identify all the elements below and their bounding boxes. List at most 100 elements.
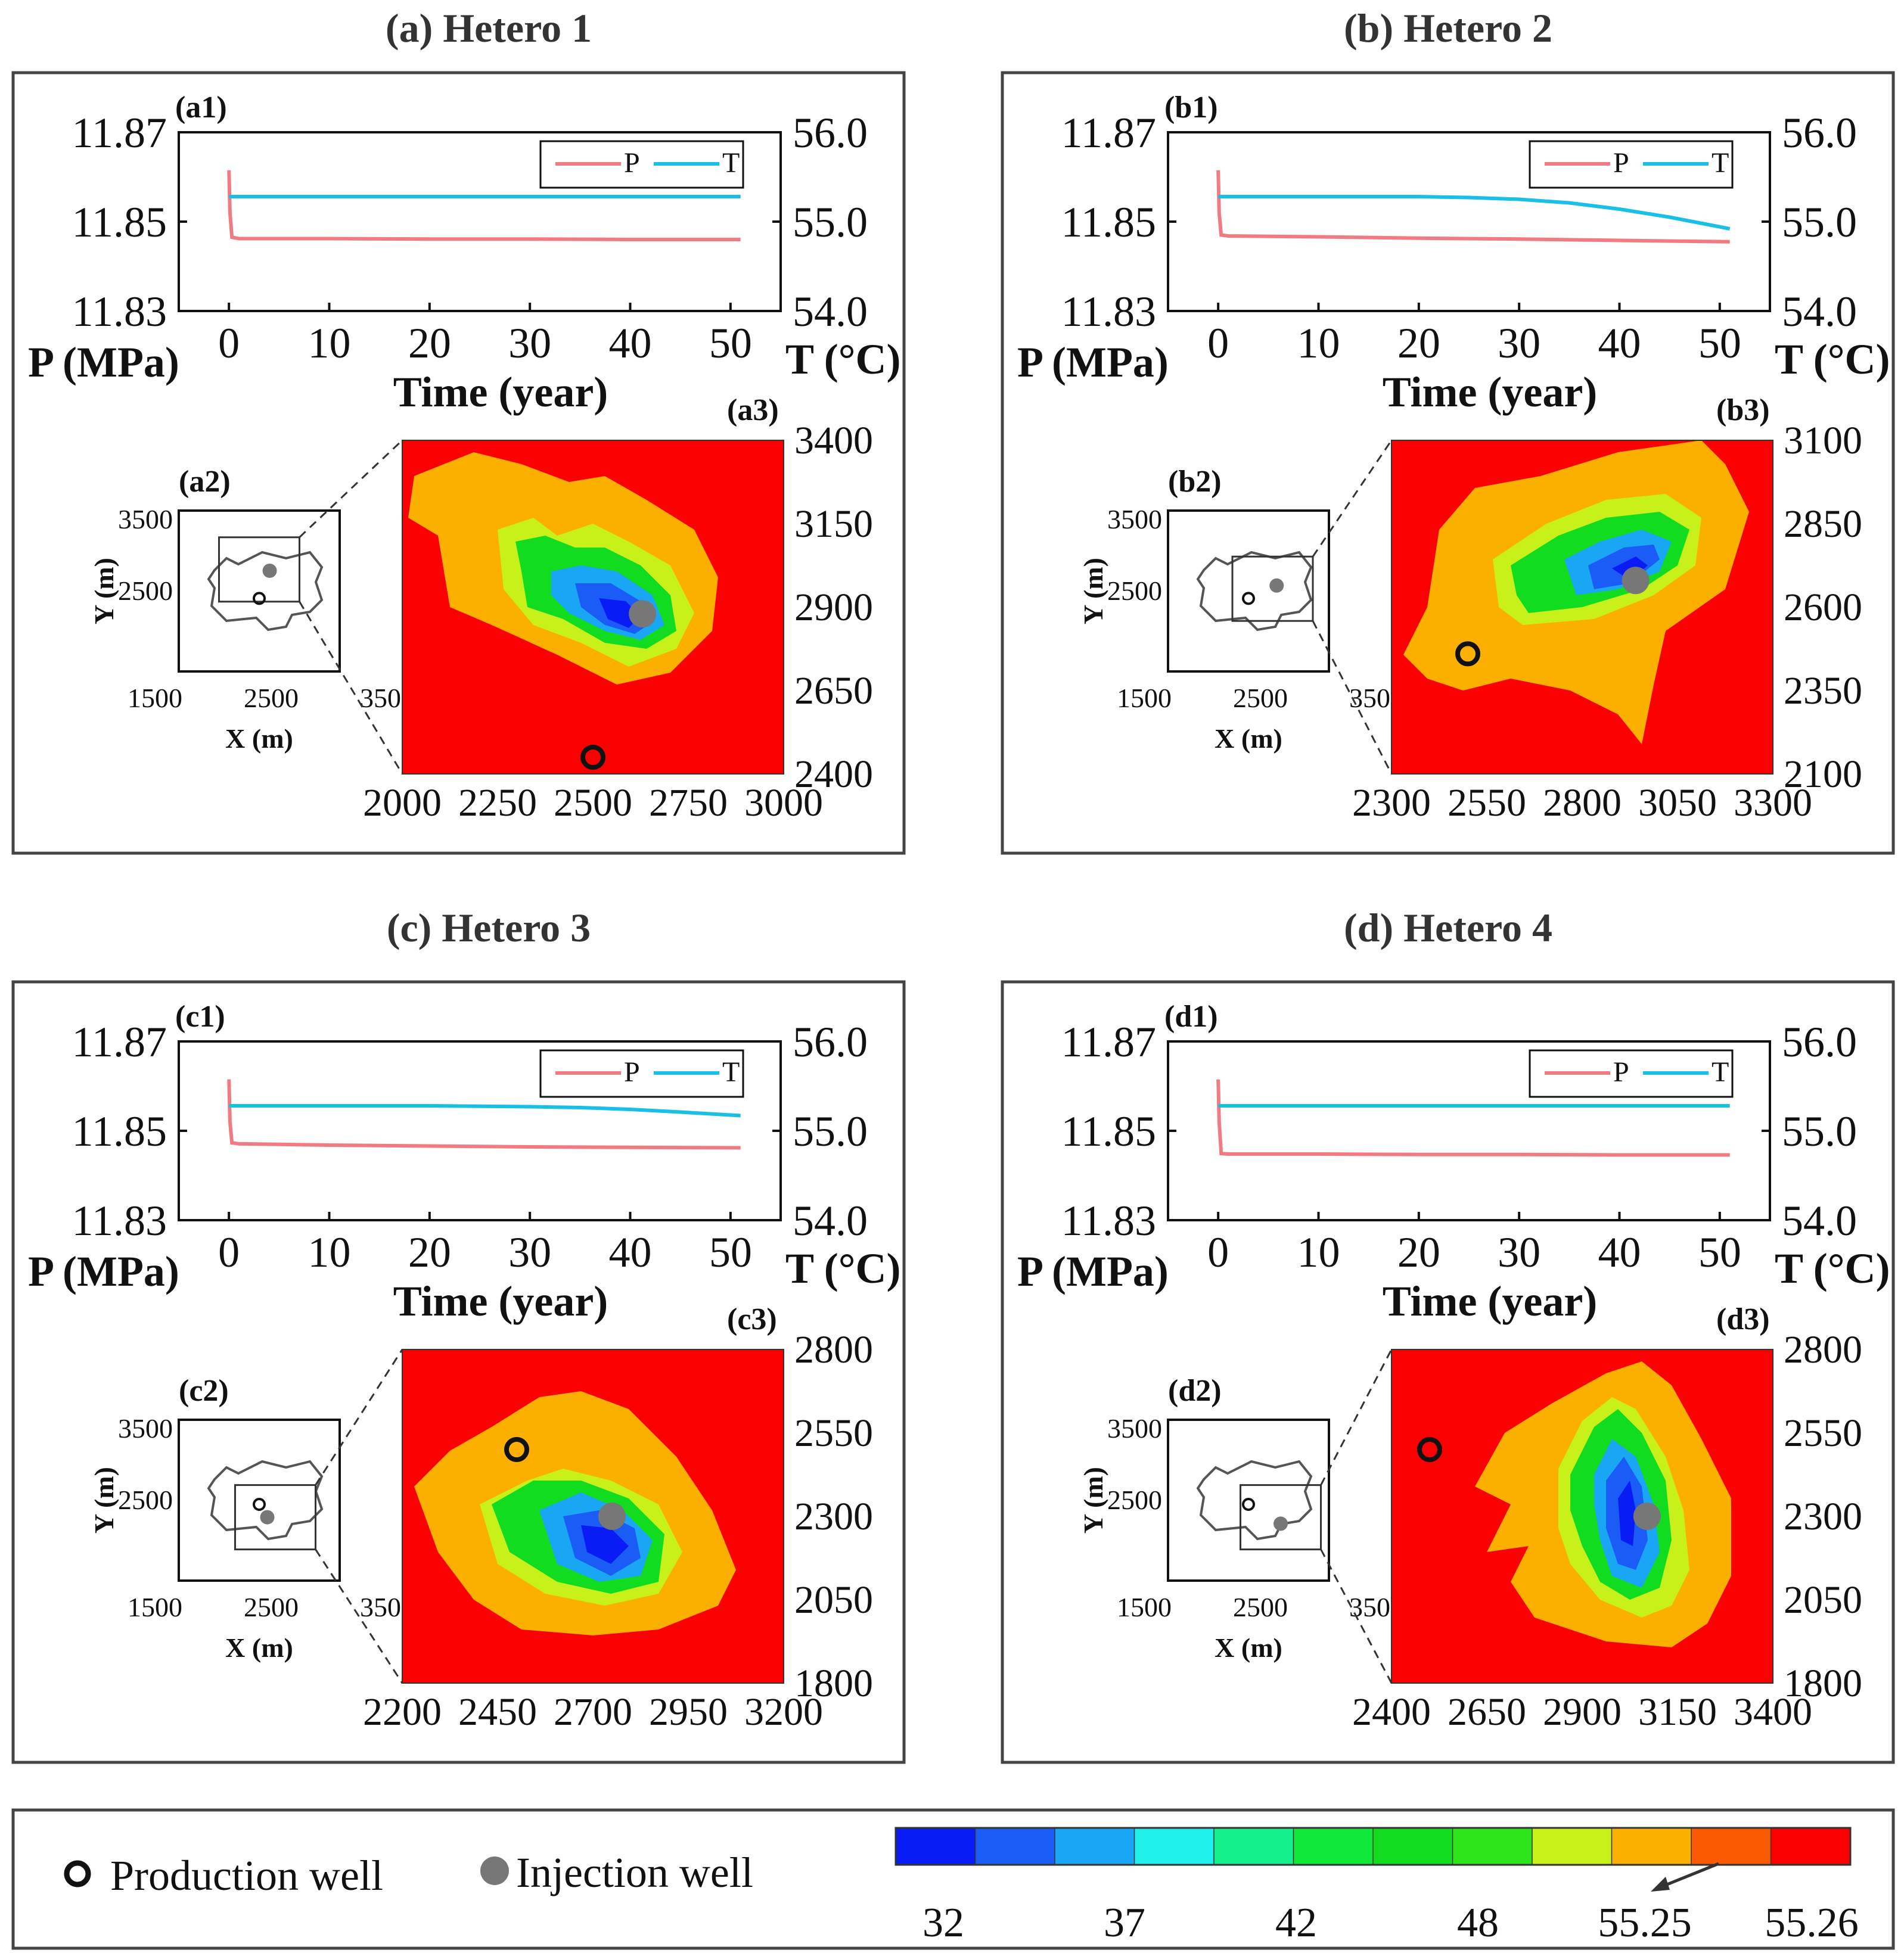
legend-t-label: T bbox=[722, 1056, 740, 1088]
map-production-well bbox=[1417, 1437, 1442, 1462]
inset-y-tick-label: 2500 bbox=[118, 1485, 173, 1515]
colorbar-segment bbox=[974, 1827, 1056, 1865]
map-frame bbox=[402, 1349, 784, 1684]
y-left-tick-label: 11.83 bbox=[72, 288, 167, 335]
inset-x-axis-label: X (m) bbox=[1215, 723, 1282, 754]
inset-production-well bbox=[1242, 592, 1255, 605]
zoom-connector bbox=[1312, 440, 1393, 558]
map-x-tick-label: 2300 bbox=[1352, 781, 1431, 825]
plume-dblue-contour bbox=[1618, 1481, 1636, 1546]
map-y-tick-label: 3400 bbox=[794, 419, 873, 462]
inset-y-axis-label: Y (m) bbox=[89, 1467, 119, 1534]
inset-x-tick-label: 1500 bbox=[1117, 1592, 1172, 1622]
bottom-legend-frame bbox=[11, 1808, 1895, 1950]
map-y-tick-label: 3100 bbox=[1784, 419, 1862, 462]
x-axis-label: Time (year) bbox=[1383, 1277, 1598, 1325]
y-right-tick-label: 54.0 bbox=[793, 1197, 868, 1245]
x-tick-label: 10 bbox=[308, 1229, 351, 1276]
legend-t-label: T bbox=[722, 147, 740, 179]
colorbar-segment bbox=[1213, 1827, 1294, 1865]
zoom-connector bbox=[1320, 1349, 1393, 1486]
x-tick-label: 20 bbox=[408, 1229, 451, 1276]
map-x-tick-label: 2500 bbox=[554, 781, 632, 825]
map-frame bbox=[1391, 440, 1773, 775]
map-y-tick-label: 2600 bbox=[1784, 586, 1862, 629]
x-tick-label: 10 bbox=[1297, 1229, 1340, 1276]
panel-frame bbox=[11, 71, 906, 855]
y-left-tick-label: 11.85 bbox=[72, 1108, 167, 1155]
y-left-axis-label: P (MPa) bbox=[1017, 1248, 1169, 1295]
map-x-tick-label: 3300 bbox=[1734, 781, 1812, 825]
legend-p-label: P bbox=[1613, 147, 1629, 179]
inset-y-tick-label: 2500 bbox=[1107, 1485, 1162, 1515]
map-x-tick-label: 2700 bbox=[554, 1690, 632, 1734]
panel-a: (a) Hetero 1 (a1) 0 10 20 30 40 50 11.87 11.85 11.… bbox=[11, 5, 906, 855]
map-y-tick-label: 2650 bbox=[794, 669, 873, 713]
zoom-connector bbox=[299, 439, 403, 538]
inset-production-well bbox=[1242, 1498, 1255, 1511]
x-tick-label: 30 bbox=[508, 319, 551, 367]
x-tick-label: 40 bbox=[609, 319, 652, 367]
y-left-tick-label: 11.85 bbox=[1061, 198, 1156, 246]
y-right-tick-label: 54.0 bbox=[1782, 288, 1857, 335]
subplot-label: (d3) bbox=[1716, 1302, 1770, 1336]
map-y-tick-label: 2300 bbox=[794, 1495, 873, 1538]
panel-frame bbox=[1001, 980, 1895, 1764]
map-x-tick-label: 2750 bbox=[649, 781, 728, 825]
map-y-tick-label: 2550 bbox=[794, 1411, 873, 1455]
colorbar-segment bbox=[1372, 1827, 1453, 1865]
inset-y-axis-label: Y (m) bbox=[89, 558, 119, 624]
domain-outline bbox=[207, 1460, 324, 1541]
map-injection-well bbox=[1633, 1503, 1661, 1530]
injection-well-marker bbox=[480, 1856, 509, 1885]
x-tick-label: 30 bbox=[1498, 1229, 1540, 1276]
x-tick-label: 50 bbox=[709, 1229, 752, 1276]
colorbar-segment bbox=[1611, 1827, 1692, 1865]
x-axis-label: Time (year) bbox=[1383, 368, 1598, 416]
inset-y-tick-label: 2500 bbox=[118, 576, 173, 606]
y-right-axis-label: T (°C) bbox=[785, 1245, 900, 1292]
colorbar-segment bbox=[895, 1827, 976, 1865]
zoom-box bbox=[234, 1484, 316, 1551]
y-left-tick-label: 11.85 bbox=[1061, 1108, 1156, 1155]
subplot-label: (a2) bbox=[179, 465, 231, 499]
x-tick-label: 30 bbox=[508, 1229, 551, 1276]
y-left-tick-label: 11.83 bbox=[1061, 1197, 1156, 1245]
y-right-axis-label: T (°C) bbox=[1775, 335, 1890, 383]
map-x-tick-label: 3200 bbox=[744, 1690, 823, 1734]
map-y-tick-label: 2400 bbox=[794, 752, 873, 796]
y-right-axis-label: T (°C) bbox=[785, 335, 900, 383]
inset-y-tick-label: 2500 bbox=[1107, 576, 1162, 606]
zoom-connector bbox=[315, 1548, 403, 1684]
map-x-tick-label: 3000 bbox=[744, 781, 823, 825]
colorbar-segment bbox=[1293, 1827, 1374, 1865]
panel-frame bbox=[1001, 71, 1895, 855]
inset-y-axis-label: Y (m) bbox=[1078, 558, 1108, 624]
x-axis-label: Time (year) bbox=[393, 1277, 608, 1325]
map-frame bbox=[1391, 1349, 1773, 1684]
y-left-tick-label: 11.83 bbox=[1061, 288, 1156, 335]
inset-y-tick-label: 3500 bbox=[118, 1413, 173, 1444]
colorbar-label: 48 bbox=[1457, 1900, 1499, 1946]
inset-y-tick-label: 3500 bbox=[1107, 1413, 1162, 1444]
panel-title: (a) Hetero 1 bbox=[386, 5, 592, 51]
map-injection-well bbox=[629, 600, 657, 628]
map-production-well bbox=[504, 1437, 529, 1462]
y-left-axis-label: P (MPa) bbox=[28, 1248, 179, 1295]
panel-d: (d) Hetero 4 (d1) 0 10 20 30 40 50 11.87 11.85 11.… bbox=[1001, 905, 1895, 1764]
subplot-label: (a1) bbox=[175, 91, 227, 125]
zoom-box bbox=[1231, 555, 1314, 622]
inset-injection-well bbox=[1269, 578, 1284, 593]
x-tick-label: 50 bbox=[1698, 1229, 1741, 1276]
x-tick-label: 30 bbox=[1498, 319, 1540, 367]
map-y-tick-label: 2300 bbox=[1784, 1495, 1862, 1538]
map-y-tick-label: 2800 bbox=[794, 1328, 873, 1372]
zoom-connector bbox=[1312, 620, 1393, 775]
colorbar-segment bbox=[1452, 1827, 1533, 1865]
x-tick-label: 0 bbox=[1207, 1229, 1229, 1276]
inset-injection-well bbox=[1274, 1516, 1288, 1531]
series-t-line bbox=[229, 1104, 741, 1118]
domain-outline bbox=[1196, 1460, 1313, 1541]
subplot-label: (b2) bbox=[1168, 465, 1222, 499]
x-tick-label: 40 bbox=[609, 1229, 652, 1276]
